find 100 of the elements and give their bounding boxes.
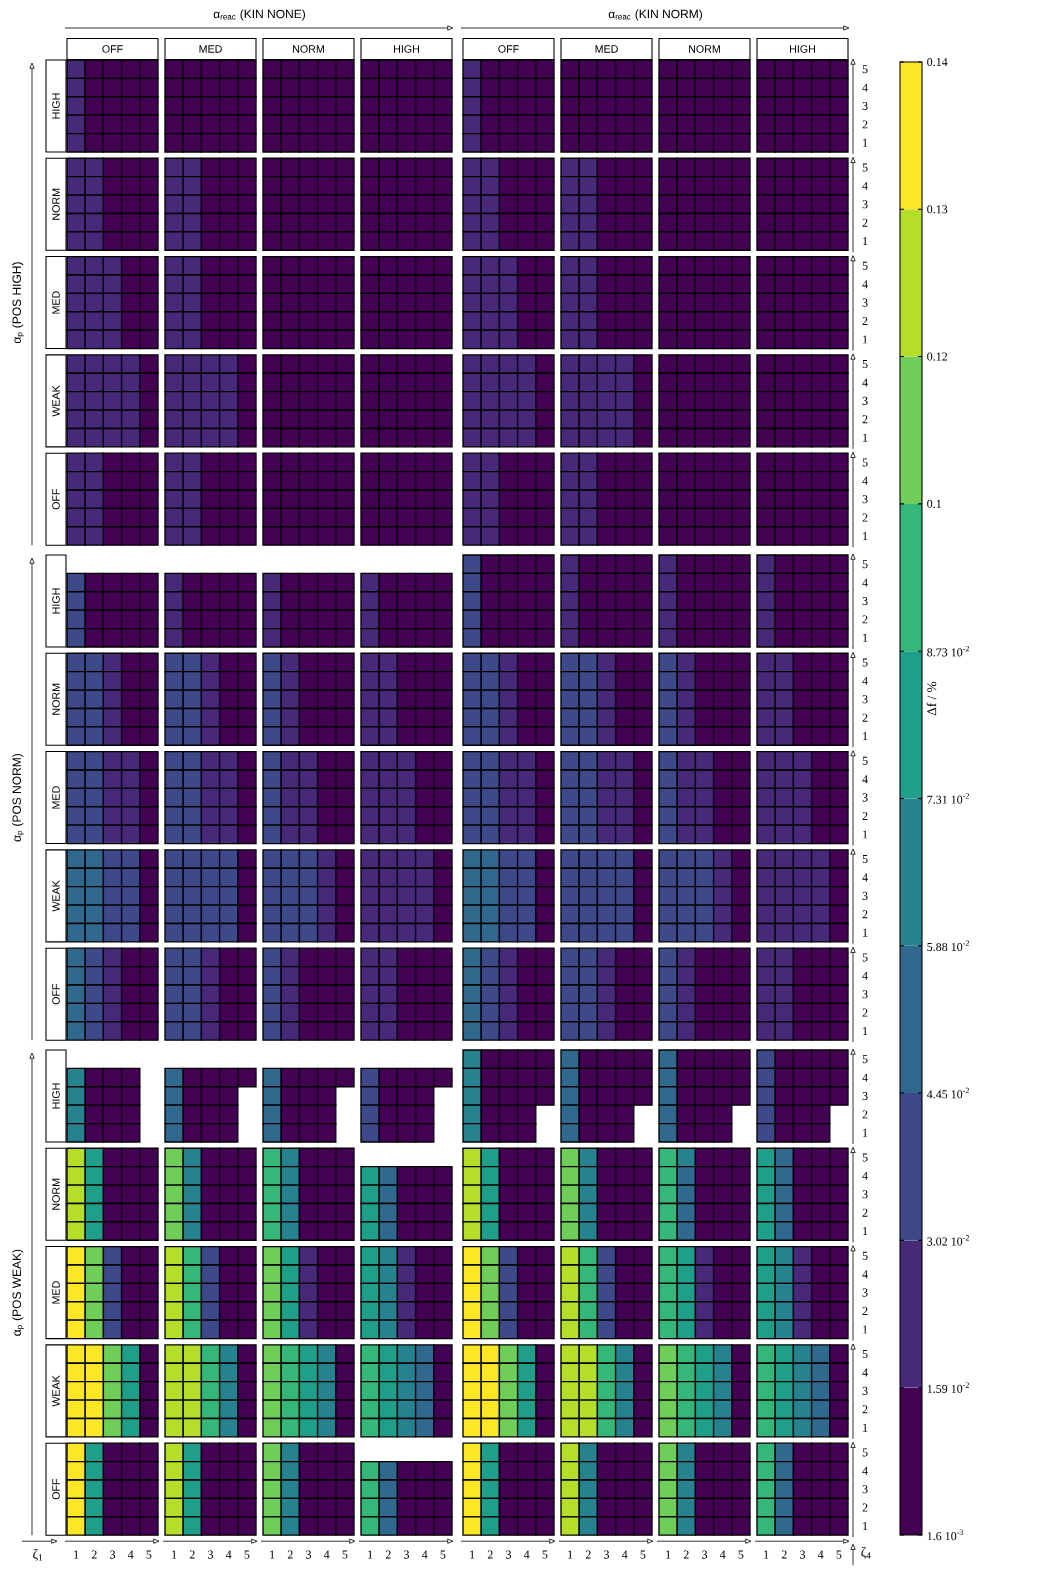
y-tick-label: 1 — [863, 928, 868, 937]
y-tick-label: 5 — [862, 1251, 868, 1260]
y-tick-label: 5 — [862, 261, 868, 270]
x-axis-title: ζ$_{1}$ — [33, 1549, 43, 1561]
y-tick-label: 3 — [862, 495, 868, 504]
y-tick-label: 4 — [862, 873, 868, 882]
y-tick-label: 2 — [862, 615, 868, 624]
y-tick-label: 4 — [862, 775, 868, 784]
color-bar-title: Δf / % — [926, 681, 937, 716]
y-tick-label: 5 — [862, 756, 868, 765]
x-tick-label: 1 — [568, 1550, 573, 1559]
text: MED — [52, 291, 60, 314]
x-tick-label: 1 — [74, 1550, 79, 1559]
text: α$_{p}$ (POS HIGH) — [12, 262, 24, 344]
y-tick-label: 2 — [862, 910, 868, 919]
text: NORM — [52, 188, 60, 220]
y-tick-label: 5 — [862, 163, 868, 172]
x-tick-label: 3 — [110, 1550, 116, 1559]
text: HIGH — [52, 93, 60, 119]
y-tick-label: 1 — [863, 1423, 868, 1432]
y-tick-label: 1 — [863, 335, 868, 344]
y-tick-label: 1 — [863, 237, 868, 246]
y-tick-label: 2 — [862, 1110, 868, 1119]
y-tick-label: 5 — [862, 953, 868, 962]
y-tick-label: 2 — [862, 713, 868, 722]
x-tick-label: 5 — [640, 1550, 646, 1559]
y-tick-label: 4 — [862, 1270, 868, 1279]
color-bar-label: 3.02 10$^{-2}$ — [927, 1235, 969, 1246]
y-tick-label: 3 — [862, 891, 868, 900]
y-tick-label: 2 — [862, 513, 868, 522]
y-tick-label: 5 — [862, 1153, 868, 1162]
text: α$_{p}$ (POS NORM) — [12, 753, 24, 842]
x-tick-label: 1 — [764, 1550, 769, 1559]
y-tick-label: 5 — [862, 1448, 868, 1457]
y-tick-label: 1 — [863, 138, 868, 147]
y-tick-label: 4 — [862, 1368, 868, 1377]
text: NORM — [689, 45, 720, 53]
x-tick-label: 4 — [719, 1550, 726, 1559]
y-tick-label: 4 — [862, 578, 868, 587]
color-bar-label: 4.45 10$^{-2}$ — [926, 1087, 969, 1099]
y-tick-label: 5 — [862, 1350, 868, 1359]
text: OFF — [102, 45, 123, 53]
y-tick-label: 3 — [862, 396, 868, 405]
y-tick-label: 2 — [862, 1405, 868, 1414]
y-tick-label: 1 — [863, 1128, 868, 1137]
text: MED — [52, 786, 60, 809]
text: OFF — [52, 983, 60, 1005]
y-tick-label: 2 — [862, 1503, 868, 1512]
y-tick-label: 5 — [862, 360, 868, 369]
x-tick-label: 4 — [421, 1550, 428, 1559]
color-bar-label: 0.1 — [927, 499, 941, 508]
y-tick-label: 1 — [863, 532, 868, 540]
y-tick-label: 2 — [862, 120, 868, 129]
y-tick-label: 3 — [862, 990, 868, 999]
y-tick-label: 2 — [862, 317, 868, 325]
x-tick-label: 2 — [189, 1550, 195, 1559]
x-tick-label: 5 — [440, 1550, 446, 1559]
text: α$_{reac}$ (KIN NONE) — [213, 9, 305, 21]
y-tick-label: 1 — [863, 1227, 868, 1236]
x-tick-label: 3 — [800, 1550, 806, 1559]
y-tick-label: 2 — [862, 1008, 868, 1017]
x-tick-label: 2 — [781, 1550, 787, 1559]
text: α$_{reac}$ (KIN NORM) — [608, 9, 702, 21]
text: OFF — [498, 45, 519, 53]
x-tick-label: 1 — [270, 1550, 275, 1559]
y-tick-label: 5 — [862, 65, 868, 74]
x-tick-label: 3 — [604, 1550, 610, 1559]
color-bar-label: 1.59 10$^{-2}$ — [927, 1382, 969, 1393]
text: OFF — [52, 1478, 60, 1500]
x-tick-label: 4 — [225, 1550, 232, 1559]
text: NORM — [52, 1178, 60, 1210]
text: HIGH — [52, 588, 60, 614]
y-tick-label: 2 — [862, 415, 868, 424]
text: WEAK — [52, 1375, 60, 1407]
text: α$_{p}$ (POS WEAK) — [12, 1249, 24, 1336]
y-tick-label: 4 — [862, 676, 868, 685]
x-tick-label: 2 — [385, 1550, 391, 1559]
y-tick-label: 2 — [862, 812, 868, 820]
x-tick-label: 1 — [666, 1550, 671, 1559]
y-tick-label: 1 — [863, 1522, 868, 1530]
x-tick-label: 3 — [208, 1550, 214, 1559]
y-tick-label: 4 — [862, 476, 868, 485]
y-tick-label: 3 — [862, 1386, 868, 1395]
text: OFF — [52, 488, 60, 510]
text: HIGH — [52, 1083, 60, 1109]
x-tick-label: 4 — [323, 1550, 330, 1559]
color-bar-label: 5.88 10$^{-2}$ — [927, 940, 969, 952]
y-tick-label: 5 — [862, 658, 868, 667]
x-tick-label: 2 — [91, 1550, 97, 1559]
y-tick-label: 1 — [863, 830, 868, 839]
y-tick-label: 5 — [862, 458, 868, 467]
x-tick-label: 3 — [306, 1550, 312, 1559]
y-tick-label: 3 — [862, 1485, 868, 1494]
y-tick-label: 1 — [863, 1027, 868, 1035]
text: HIGH — [790, 45, 815, 53]
color-bar-label: 8.73 10$^{-2}$ — [927, 645, 969, 657]
y-tick-label: 4 — [862, 1466, 868, 1475]
x-tick-label: 3 — [404, 1550, 410, 1559]
x-tick-label: 4 — [523, 1550, 530, 1559]
y-tick-label: 1 — [863, 433, 868, 442]
